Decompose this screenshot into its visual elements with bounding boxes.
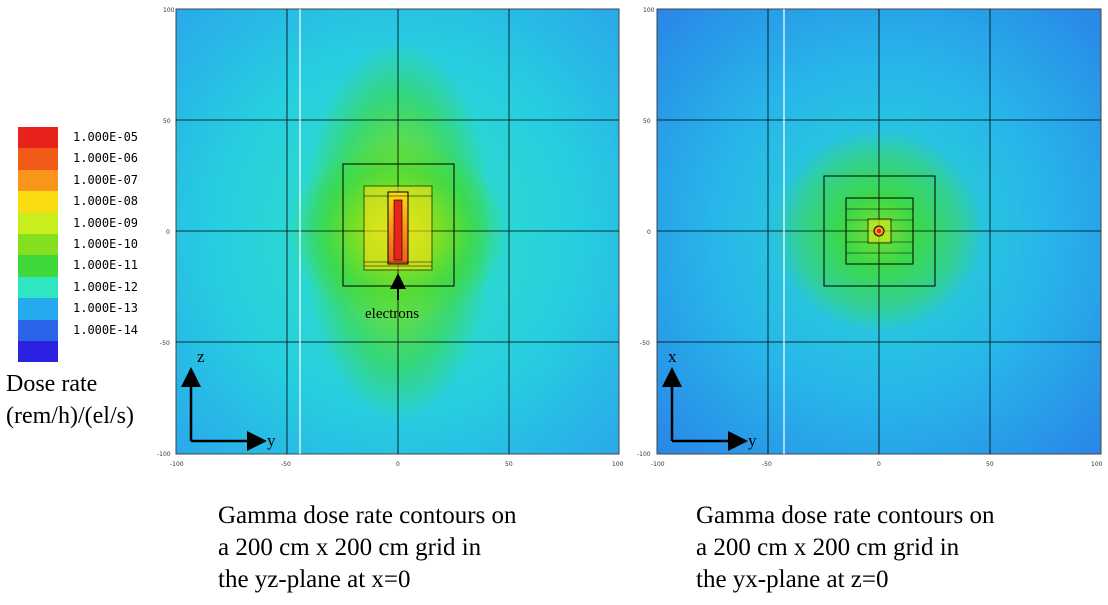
legend-swatch <box>18 276 58 299</box>
legend-swatch <box>18 127 58 149</box>
legend-row <box>18 340 178 363</box>
legend-row: 1.000E-09 <box>18 212 178 234</box>
legend-label: 1.000E-10 <box>73 236 139 251</box>
caption-line: the yz-plane at x=0 <box>218 566 411 593</box>
legend-row: 1.000E-05 <box>18 127 178 149</box>
yx-tick-y: -100 <box>637 451 651 458</box>
yx-tick-x: 50 <box>986 461 994 468</box>
yx-tick-y: 50 <box>643 118 651 125</box>
yz-plane-plot: electrons 100 50 0 -50 -100 -100 -50 0 5… <box>157 7 624 468</box>
legend-label: 1.000E-07 <box>73 172 139 187</box>
yx-right-axis-label: y <box>748 431 757 450</box>
yx-tick-y: 100 <box>643 7 655 14</box>
legend-row: 1.000E-14 <box>18 319 178 341</box>
legend-label: 1.000E-08 <box>73 194 139 209</box>
caption-line: Gamma dose rate contours on <box>696 502 995 529</box>
caption-line: a 200 cm x 200 cm grid in <box>218 534 482 561</box>
yz-tick-y: 50 <box>163 118 171 125</box>
yx-tick-x: -100 <box>651 461 665 468</box>
legend-title-line2: (rem/h)/(el/s) <box>6 403 134 429</box>
legend-title: Dose rate (rem/h)/(el/s) <box>6 368 134 432</box>
yx-tick-y: 0 <box>647 229 651 236</box>
legend-swatch <box>18 212 58 234</box>
yz-tick-y: 100 <box>163 7 175 14</box>
yx-tick-x: 0 <box>877 461 881 468</box>
yz-tick-y: -100 <box>157 451 171 458</box>
legend-row: 1.000E-07 <box>18 169 178 192</box>
yz-tick-x: 50 <box>505 461 513 468</box>
legend-row: 1.000E-12 <box>18 276 178 299</box>
legend-label: 1.000E-13 <box>73 301 139 316</box>
yx-beam-spot <box>877 229 881 233</box>
legend-label: 1.000E-11 <box>73 258 139 273</box>
yx-tick-x: 100 <box>1091 461 1103 468</box>
legend-swatch <box>18 298 58 320</box>
legend-label: 1.000E-05 <box>73 130 139 144</box>
electrons-label: electrons <box>365 306 419 322</box>
yz-plot-frame <box>175 8 620 455</box>
legend-swatch <box>18 340 58 363</box>
legend-swatch <box>18 319 58 341</box>
legend-label: 1.000E-12 <box>73 279 139 294</box>
yx-outer-shield <box>823 175 936 287</box>
legend-row: 1.000E-06 <box>18 148 178 170</box>
legend-label: 1.000E-14 <box>73 322 139 337</box>
caption-line: the yx-plane at z=0 <box>696 566 889 593</box>
yz-beam-channel <box>393 199 403 261</box>
yz-tick-x: -100 <box>170 461 184 468</box>
legend-label: 1.000E-06 <box>73 151 139 166</box>
legend-row: 1.000E-13 <box>18 298 178 320</box>
legend-title-line1: Dose rate <box>6 371 98 397</box>
yz-tick-y: 0 <box>166 229 170 236</box>
legend-swatch <box>18 191 58 213</box>
yx-tick-x: -50 <box>762 461 772 468</box>
legend-swatch <box>18 233 58 256</box>
caption-line: Gamma dose rate contours on <box>218 502 517 529</box>
legend-swatch <box>18 148 58 170</box>
yx-inner-shield <box>845 197 914 265</box>
color-legend: 1.000E-05 1.000E-06 1.000E-07 1.000E-08 1.00… <box>18 127 178 363</box>
yx-plane-plot: 100 50 0 -50 -100 -100 -50 0 50 100 x y <box>637 7 1103 468</box>
yx-plot-caption: Gamma dose rate contours on a 200 cm x 2… <box>696 500 995 596</box>
yz-plot-caption: Gamma dose rate contours on a 200 cm x 2… <box>218 500 517 596</box>
legend-row: 1.000E-08 <box>18 191 178 213</box>
caption-line: a 200 cm x 200 cm grid in <box>696 534 960 561</box>
yx-tick-y: -50 <box>640 340 650 347</box>
yz-tick-x: 0 <box>396 461 400 468</box>
legend-row: 1.000E-11 <box>18 255 178 277</box>
yz-tick-x: 100 <box>612 461 624 468</box>
yz-tick-y: -50 <box>160 340 170 347</box>
yz-tick-x: -50 <box>281 461 291 468</box>
legend-row: 1.000E-10 <box>18 233 178 256</box>
legend-swatch <box>18 255 58 277</box>
legend-label: 1.000E-09 <box>73 215 139 230</box>
yz-up-axis-label: z <box>197 347 205 366</box>
legend-swatch <box>18 169 58 192</box>
yx-up-axis-label: x <box>668 347 677 366</box>
yz-right-axis-label: y <box>267 431 276 450</box>
